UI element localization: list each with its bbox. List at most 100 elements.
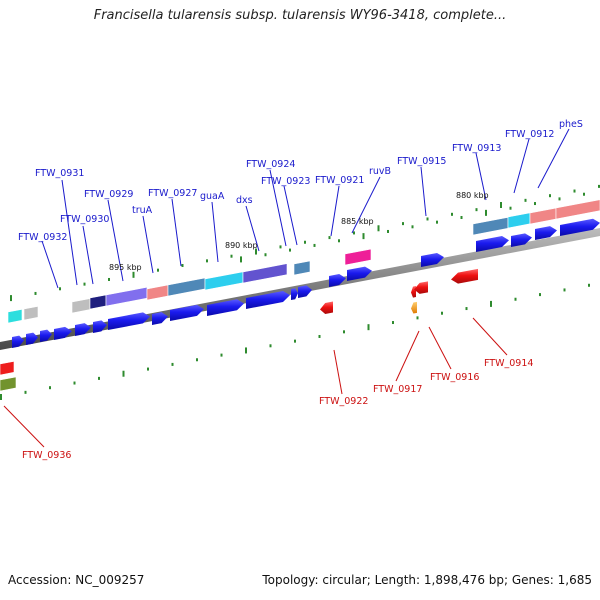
forward-label-leader [107, 199, 124, 282]
cog-band [71, 298, 91, 314]
tick-mark [583, 192, 585, 196]
forward-gene-label[interactable]: FTW_0929 [84, 189, 133, 200]
forward-gene-label[interactable]: ruvB [369, 166, 391, 177]
tick-mark [73, 381, 76, 385]
tick-mark [0, 394, 2, 400]
tick-mark [230, 254, 233, 258]
tick-mark [598, 184, 600, 188]
reverse-label-leader [472, 317, 508, 356]
tick-mark [328, 236, 331, 240]
forward-gene-arrow[interactable] [291, 288, 298, 300]
forward-gene-label[interactable]: FTW_0924 [246, 159, 295, 170]
cog-bands [0, 199, 600, 392]
forward-gene-arrow[interactable] [152, 312, 168, 325]
forward-gene-arrow[interactable] [54, 326, 72, 340]
accession-text: Accession: NC_009257 [8, 573, 145, 587]
forward-gene-label[interactable]: FTW_0927 [148, 188, 197, 199]
forward-gene-label[interactable]: FTW_0931 [35, 168, 84, 179]
tick-mark [475, 208, 478, 212]
tick-mark [451, 212, 453, 216]
label-leader-lines [3, 128, 570, 448]
gene-arrows [12, 218, 600, 348]
forward-gene-arrow[interactable] [476, 236, 509, 252]
forward-gene-arrow[interactable] [93, 320, 107, 333]
tick-mark [313, 243, 316, 247]
tick-mark [294, 339, 296, 343]
forward-gene-arrow[interactable] [12, 335, 24, 348]
tick-mark [83, 282, 86, 286]
tick-mark [377, 225, 380, 232]
tick-mark [426, 217, 429, 221]
reverse-gene-label[interactable]: FTW_0922 [319, 396, 368, 407]
forward-label-leader [245, 205, 260, 252]
tick-mark [122, 370, 125, 377]
forward-label-leader [61, 179, 78, 286]
forward-gene-arrow[interactable] [298, 285, 312, 298]
cog-band [242, 263, 288, 284]
forward-gene-arrow[interactable] [535, 226, 557, 240]
genome-summary-text: Topology: circular; Length: 1,898,476 bp… [262, 573, 592, 587]
forward-gene-label[interactable]: FTW_0923 [261, 176, 310, 187]
forward-gene-arrow[interactable] [421, 252, 444, 267]
forward-gene-label[interactable]: FTW_0930 [60, 214, 109, 225]
forward-gene-arrow[interactable] [108, 312, 150, 330]
forward-gene-label[interactable]: dxs [236, 195, 253, 206]
forward-gene-arrow[interactable] [560, 218, 600, 236]
forward-label-leader [283, 185, 298, 246]
forward-label-leader [211, 201, 219, 263]
forward-gene-arrow[interactable] [246, 290, 290, 309]
tick-mark [206, 259, 208, 263]
reverse-gene-label[interactable]: FTW_0917 [373, 384, 422, 395]
forward-gene-arrow[interactable] [75, 323, 91, 336]
forward-label-leader [82, 225, 94, 285]
reverse-label-leader [428, 326, 452, 370]
cog-band [7, 308, 23, 324]
forward-gene-label[interactable]: FTW_0921 [315, 175, 364, 186]
cog-band [105, 286, 148, 307]
reverse-gene-arrow[interactable] [411, 301, 417, 314]
cog-band [89, 294, 107, 310]
reverse-gene-label[interactable]: FTW_0936 [22, 450, 71, 461]
reverse-label-leader [333, 349, 343, 395]
tick-mark [240, 256, 242, 263]
kbp-label: 890 kbp [225, 241, 258, 250]
forward-label-leader [351, 176, 381, 234]
tick-mark [558, 197, 561, 201]
forward-gene-arrow[interactable] [511, 233, 532, 247]
forward-gene-arrow[interactable] [170, 304, 204, 321]
reverse-gene-arrow[interactable] [320, 301, 333, 315]
tick-mark [98, 376, 100, 380]
reverse-gene-arrow[interactable] [411, 286, 416, 298]
forward-gene-arrow[interactable] [347, 266, 372, 281]
forward-gene-label[interactable]: FTW_0912 [505, 129, 554, 140]
tick-mark [279, 245, 282, 249]
tick-mark [264, 253, 267, 257]
reverse-gene-arrow[interactable] [451, 268, 478, 284]
reverse-gene-label[interactable]: FTW_0916 [430, 372, 479, 383]
forward-gene-arrow[interactable] [207, 299, 244, 316]
forward-gene-arrow[interactable] [26, 332, 38, 345]
forward-gene-label[interactable]: FTW_0915 [397, 156, 446, 167]
forward-gene-arrow[interactable] [329, 274, 346, 287]
forward-label-leader [475, 152, 487, 201]
forward-gene-label[interactable]: truA [132, 205, 153, 216]
kbp-label: 895 kbp [109, 263, 142, 272]
reverse-label-leader [395, 330, 420, 382]
forward-gene-label[interactable]: guaA [200, 191, 225, 202]
forward-gene-label[interactable]: FTW_0932 [18, 232, 67, 243]
forward-gene-label[interactable]: pheS [559, 119, 583, 130]
tick-mark [539, 293, 541, 297]
tick-mark [563, 288, 566, 292]
tick-mark [34, 291, 37, 295]
forward-gene-arrow[interactable] [40, 329, 52, 342]
reverse-gene-label[interactable]: FTW_0914 [484, 358, 533, 369]
tick-mark [269, 344, 272, 348]
cog-band [0, 360, 15, 376]
tick-mark [10, 295, 12, 302]
tick-mark [289, 248, 291, 252]
reverse-gene-arrow[interactable] [414, 281, 428, 294]
tick-mark [338, 239, 340, 243]
forward-gene-label[interactable]: FTW_0913 [452, 143, 501, 154]
